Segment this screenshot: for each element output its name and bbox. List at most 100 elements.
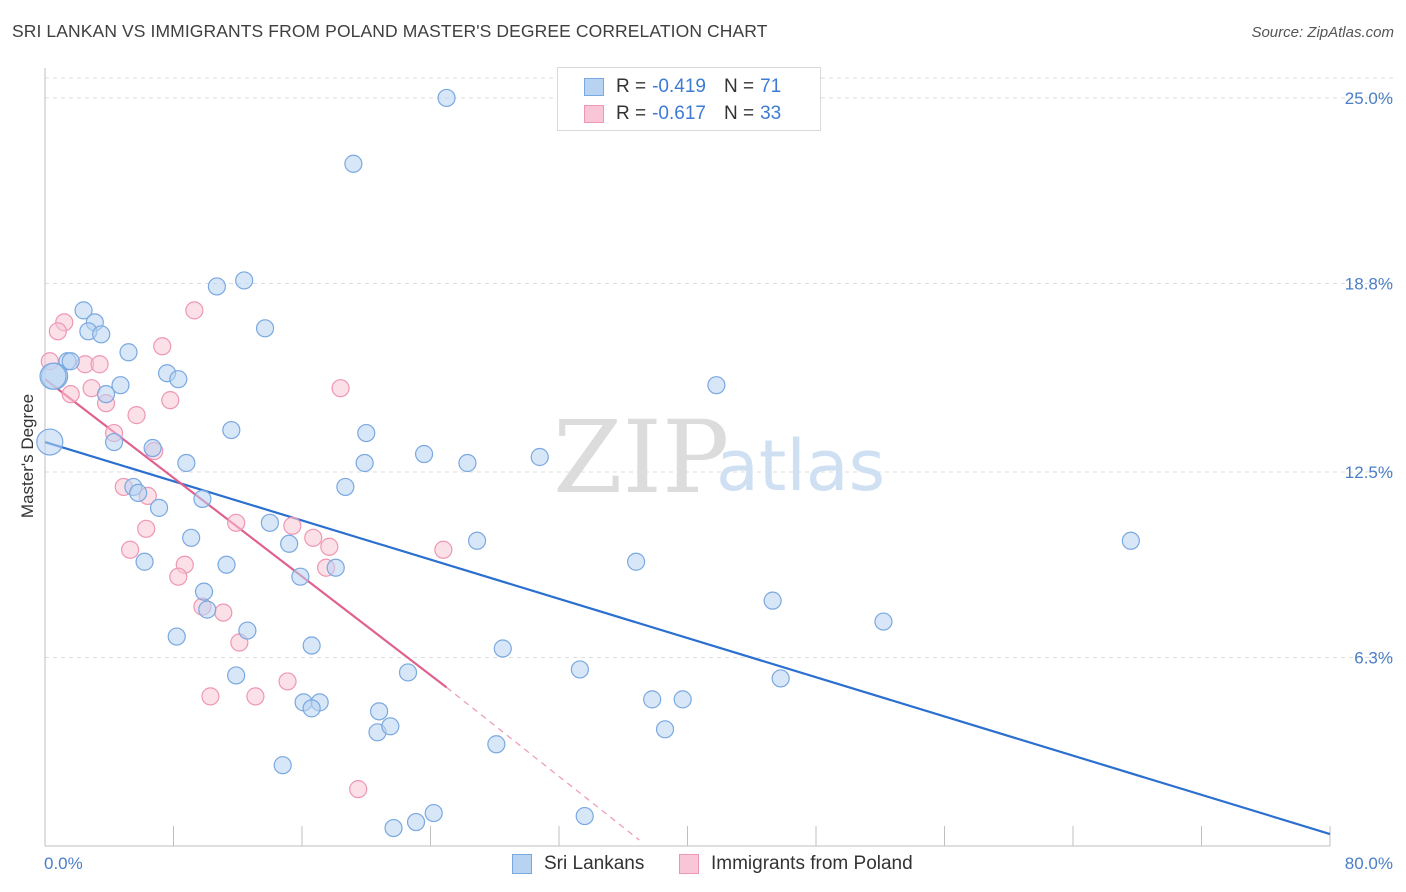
- data-point-poland: [320, 537, 339, 556]
- legend-r-value: -0.617: [652, 103, 706, 124]
- data-point-srilankan: [707, 376, 726, 395]
- data-point-poland: [227, 513, 246, 532]
- data-point-poland: [349, 780, 368, 799]
- data-point-srilankan: [398, 663, 418, 682]
- data-point-srilankan: [487, 735, 506, 754]
- data-point-poland: [278, 672, 297, 691]
- data-point-poland: [169, 567, 188, 586]
- data-point-srilankan: [302, 699, 321, 718]
- data-point-srilankan: [194, 582, 214, 601]
- data-point-poland: [185, 301, 204, 320]
- data-point-srilankan: [111, 376, 130, 395]
- data-point-srilankan: [291, 567, 310, 586]
- tick-labels: 6.3% 12.5% 18.8% 25.0% 0.0% 80.0%: [44, 89, 1393, 873]
- data-point-srilankan: [167, 627, 186, 646]
- bottom-legend-swatch-pink: [679, 854, 699, 874]
- legend-swatch-blue: [584, 78, 604, 96]
- data-point-srilankan: [424, 803, 443, 823]
- data-point-poland: [304, 528, 323, 547]
- data-point-srilankan: [381, 717, 400, 736]
- x-tick-label-max: 80.0%: [1345, 854, 1393, 873]
- bottom-legend-poland: Immigrants from Poland: [679, 853, 913, 875]
- data-point-poland: [48, 322, 67, 341]
- data-point-srilankan: [143, 438, 162, 458]
- data-point-srilankan: [182, 528, 201, 547]
- data-point-poland: [90, 355, 109, 374]
- bottom-legend-label-poland: Immigrants from Poland: [711, 853, 913, 874]
- data-point-srilankan: [336, 477, 355, 497]
- data-point-srilankan: [119, 343, 138, 362]
- legend-n-label: N =: [723, 103, 755, 124]
- data-point-srilankan: [355, 453, 374, 473]
- data-point-poland: [246, 687, 265, 706]
- x-tick-label-min: 0.0%: [44, 854, 83, 873]
- bottom-legend-srilankans: Sri Lankans: [512, 853, 644, 875]
- legend-n-value: 71: [760, 76, 782, 97]
- data-point-poland: [127, 406, 146, 425]
- data-point-srilankan: [61, 352, 80, 371]
- data-point-poland: [153, 337, 172, 356]
- y-tick-label: 18.8%: [1345, 274, 1393, 293]
- watermark: ZIP atlas: [553, 399, 885, 516]
- series-poland-points: [40, 301, 453, 799]
- data-point-srilankan: [135, 552, 154, 571]
- data-point-poland: [61, 385, 80, 404]
- legend-swatch-pink: [584, 105, 604, 123]
- y-tick-label: 12.5%: [1345, 463, 1393, 482]
- data-point-srilankan: [655, 720, 675, 739]
- data-point-srilankan: [467, 531, 487, 550]
- data-point-srilankan: [302, 636, 321, 655]
- data-point-srilankan: [570, 660, 589, 679]
- data-point-srilankan: [673, 690, 692, 709]
- data-point-poland: [137, 519, 156, 538]
- data-point-srilankan: [273, 756, 292, 775]
- data-point-srilankan: [874, 612, 893, 631]
- data-point-poland: [331, 379, 350, 398]
- data-point-srilankan: [1121, 531, 1140, 550]
- watermark-zip: ZIP: [553, 399, 729, 516]
- data-point-srilankan: [235, 271, 254, 290]
- chart-title: SRI LANKAN VS IMMIGRANTS FROM POLAND MAS…: [12, 21, 768, 41]
- correlation-legend: R = -0.419 N = 71 R = -0.617 N = 33: [557, 67, 821, 131]
- data-point-poland: [201, 687, 220, 706]
- data-point-srilankan: [370, 702, 389, 721]
- data-point-srilankan: [414, 444, 434, 464]
- data-point-poland: [161, 391, 180, 410]
- data-point-srilankan: [96, 385, 116, 404]
- data-point-srilankan: [458, 453, 477, 473]
- trend-line-srilankans: [44, 440, 1331, 836]
- data-point-srilankan: [493, 639, 512, 658]
- data-point-srilankan: [74, 301, 93, 320]
- data-point-srilankan: [437, 88, 456, 108]
- legend-r-label: R =: [616, 103, 647, 124]
- data-point-srilankan: [227, 666, 246, 685]
- data-point-srilankan: [129, 483, 148, 503]
- data-point-srilankan: [104, 432, 124, 452]
- data-point-srilankan: [406, 812, 426, 832]
- legend-r-value: -0.419: [652, 76, 706, 97]
- data-point-srilankan: [193, 489, 212, 508]
- bottom-legend-swatch-blue: [512, 854, 532, 874]
- series-srilankan-points: [36, 88, 1140, 838]
- data-point-srilankan: [260, 513, 279, 532]
- data-point-srilankan: [238, 621, 257, 640]
- data-point-srilankan: [255, 319, 275, 338]
- legend-row-poland: R = -0.617 N = 33: [584, 103, 781, 125]
- data-point-srilankan: [763, 591, 782, 610]
- watermark-atlas: atlas: [716, 425, 885, 507]
- axes: [44, 68, 1331, 847]
- data-point-srilankan: [280, 534, 299, 553]
- grid-lines: [45, 77, 1395, 658]
- data-point-srilankan: [626, 552, 646, 571]
- data-point-srilankan: [207, 277, 226, 296]
- data-point-srilankan: [575, 806, 594, 826]
- y-tick-label: 6.3%: [1354, 648, 1393, 667]
- data-point-poland: [121, 540, 140, 559]
- trend-line-poland-extension: [446, 686, 640, 841]
- legend-n-value: 33: [760, 103, 782, 124]
- data-point-srilankan: [169, 370, 188, 389]
- data-point-srilankan: [326, 558, 345, 577]
- data-point-srilankan: [149, 498, 169, 517]
- data-point-srilankan: [177, 453, 196, 473]
